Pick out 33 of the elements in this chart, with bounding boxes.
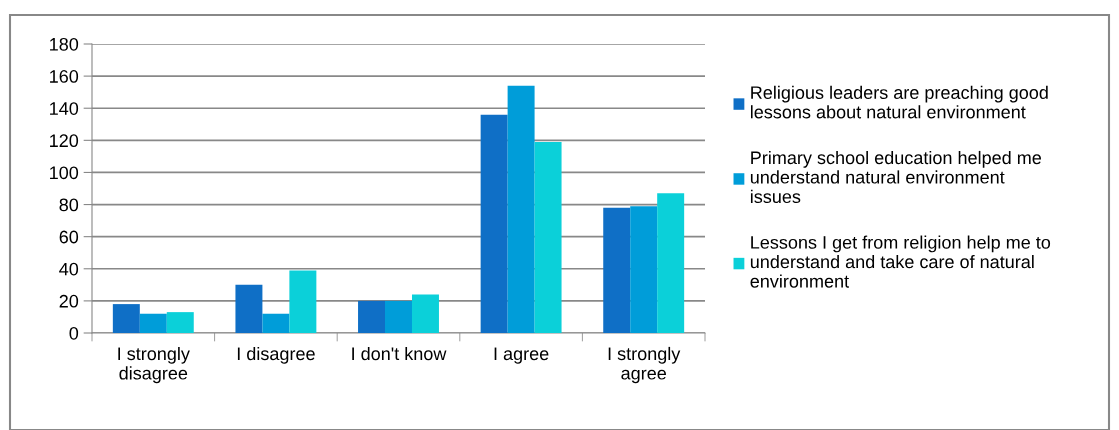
y-tick-label: 180	[50, 37, 79, 51]
x-tick-label: I don't know	[352, 346, 447, 361]
bar	[166, 312, 194, 333]
x-tick-label: I disagree	[237, 346, 315, 364]
bar	[480, 114, 508, 333]
x-tick-label: I strongly disagree	[118, 346, 190, 384]
bar	[289, 270, 317, 333]
bar	[358, 300, 386, 333]
bar	[603, 207, 631, 333]
bar	[411, 294, 439, 333]
y-tick-label: 100	[50, 166, 79, 180]
y-tick-label: 0	[69, 326, 79, 340]
y-tick-label: 120	[50, 134, 79, 148]
bar	[262, 313, 290, 333]
bar	[139, 313, 167, 333]
bar	[112, 304, 140, 333]
bar	[657, 193, 685, 333]
y-tick-label: 20	[59, 294, 79, 308]
legend-label: Lessons I get from religion help me to understand and take care of natural environment	[750, 235, 1051, 288]
bar	[235, 284, 263, 333]
bar	[534, 141, 562, 333]
x-tick-label: I strongly agree	[608, 346, 681, 384]
y-tick-label: 80	[59, 198, 79, 212]
y-tick-label: 140	[50, 102, 79, 115]
bar	[507, 85, 535, 333]
legend-label: Primary school education helped me understand natural environment issues	[750, 150, 1042, 204]
y-tick-label: 60	[59, 230, 79, 244]
legend-label: Religious leaders are preaching good lessons about natural environment	[750, 85, 1048, 119]
y-tick-label: 160	[50, 70, 79, 83]
y-tick-label: 40	[59, 262, 79, 276]
x-tick-label: I agree	[494, 347, 549, 364]
bar	[630, 206, 658, 333]
bar	[385, 300, 412, 333]
